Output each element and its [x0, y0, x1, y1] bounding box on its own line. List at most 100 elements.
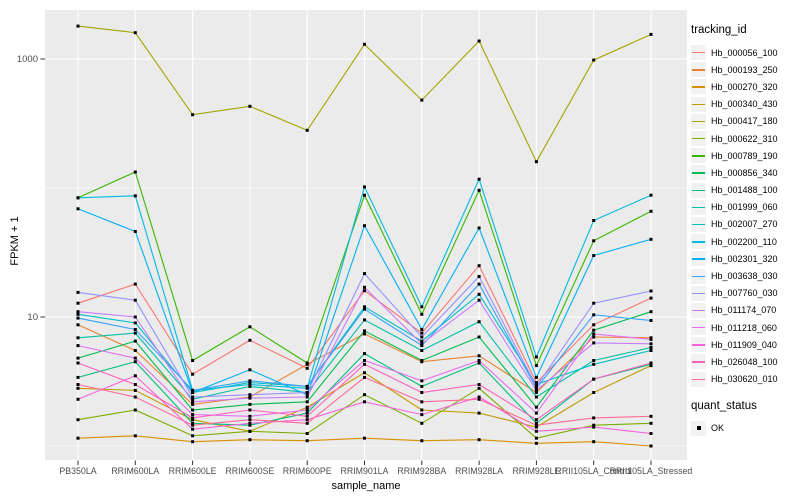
data-point	[534, 383, 538, 386]
x-tick-label: RRII105LA_Control	[556, 466, 632, 476]
legend-item-label: Hb_011174_070	[711, 305, 777, 316]
data-point	[477, 438, 481, 442]
data-point	[420, 379, 424, 383]
panel-background	[45, 10, 687, 460]
y-axis-title: FPKM + 1	[9, 216, 21, 266]
data-point	[592, 425, 596, 429]
data-point	[534, 436, 538, 440]
data-point	[534, 425, 538, 429]
data-point	[133, 321, 137, 325]
data-point	[305, 439, 309, 443]
data-point	[363, 371, 366, 375]
data-point	[420, 439, 424, 443]
data-point	[133, 170, 137, 174]
legend-item-label: Hb_002301_320	[711, 253, 778, 264]
data-point	[363, 400, 366, 404]
data-point	[477, 361, 481, 365]
data-point	[592, 301, 596, 305]
data-point	[534, 411, 538, 415]
legend-key-line	[692, 344, 705, 346]
legend-key	[691, 96, 706, 112]
data-point	[248, 421, 252, 425]
data-point	[420, 312, 424, 316]
data-point	[420, 421, 424, 425]
data-point	[477, 359, 481, 362]
legend-item-label: Hb_002007_270	[711, 219, 778, 230]
data-point	[76, 24, 80, 28]
data-point	[363, 193, 366, 197]
legend-title-quant-status: quant_status	[691, 399, 757, 412]
data-point	[191, 408, 195, 412]
data-point	[649, 209, 653, 213]
data-point	[649, 444, 653, 448]
data-point	[76, 316, 80, 320]
legend-item-Hb_002200_110: Hb_002200_110	[691, 233, 799, 250]
legend-item-label: Hb_000056_100	[711, 47, 778, 58]
data-point	[191, 372, 195, 376]
legend-key-line	[692, 275, 705, 277]
data-point	[592, 362, 596, 366]
data-point	[477, 226, 481, 230]
legend-key-line	[692, 86, 705, 88]
data-point	[363, 272, 366, 276]
data-point	[248, 414, 252, 418]
data-point	[592, 377, 596, 381]
data-point	[305, 384, 309, 388]
data-point	[477, 411, 481, 415]
data-point	[420, 413, 424, 417]
data-point	[534, 421, 538, 425]
y-tick-label: 1000	[17, 54, 38, 65]
data-point	[305, 418, 309, 422]
data-point	[76, 418, 80, 422]
data-point	[649, 337, 653, 341]
data-point	[248, 338, 252, 342]
legend-key-line	[692, 241, 705, 243]
legend-key-line	[692, 258, 705, 260]
data-point	[133, 230, 137, 233]
legend-item-Hb_000622_310: Hb_000622_310	[691, 130, 799, 147]
data-point	[534, 429, 538, 433]
legend-key	[691, 234, 706, 250]
legend-item-label: Hb_000622_310	[711, 133, 778, 144]
data-point	[76, 386, 80, 390]
legend-item-label: Hb_002200_110	[711, 236, 777, 247]
data-point	[477, 282, 481, 286]
data-point	[592, 313, 596, 317]
data-point	[649, 319, 653, 322]
data-point	[248, 408, 252, 412]
data-point	[363, 305, 366, 309]
legend-item-label: Hb_003638_030	[711, 271, 778, 282]
x-tick-label: RRIM600LA	[111, 466, 159, 476]
x-tick-label: PB350LA	[59, 466, 96, 476]
data-point	[649, 349, 653, 352]
data-point	[248, 438, 252, 442]
legend-key-line	[692, 309, 705, 312]
data-point	[420, 384, 424, 388]
legend-key-line	[692, 223, 705, 226]
data-point	[420, 342, 424, 346]
data-point	[248, 429, 252, 433]
data-point	[363, 42, 366, 46]
data-point	[76, 344, 80, 348]
data-point	[534, 364, 538, 368]
data-point	[305, 421, 309, 425]
data-point	[305, 400, 309, 404]
legend-key	[691, 165, 706, 181]
data-point	[363, 329, 366, 333]
data-point	[133, 315, 137, 319]
data-point	[191, 421, 195, 425]
legend-key-point-icon	[696, 426, 701, 431]
data-point	[534, 375, 538, 379]
data-point	[649, 310, 653, 314]
x-tick-label: RRIM928LE	[512, 466, 560, 476]
data-point	[363, 224, 366, 228]
data-point	[420, 98, 424, 102]
data-point	[592, 332, 596, 336]
data-point	[649, 336, 653, 340]
legend-item-label: Hb_000193_250	[711, 64, 778, 75]
legend-item-quant-OK: OK	[691, 420, 799, 437]
legend-key	[691, 79, 706, 95]
data-point	[592, 219, 596, 222]
